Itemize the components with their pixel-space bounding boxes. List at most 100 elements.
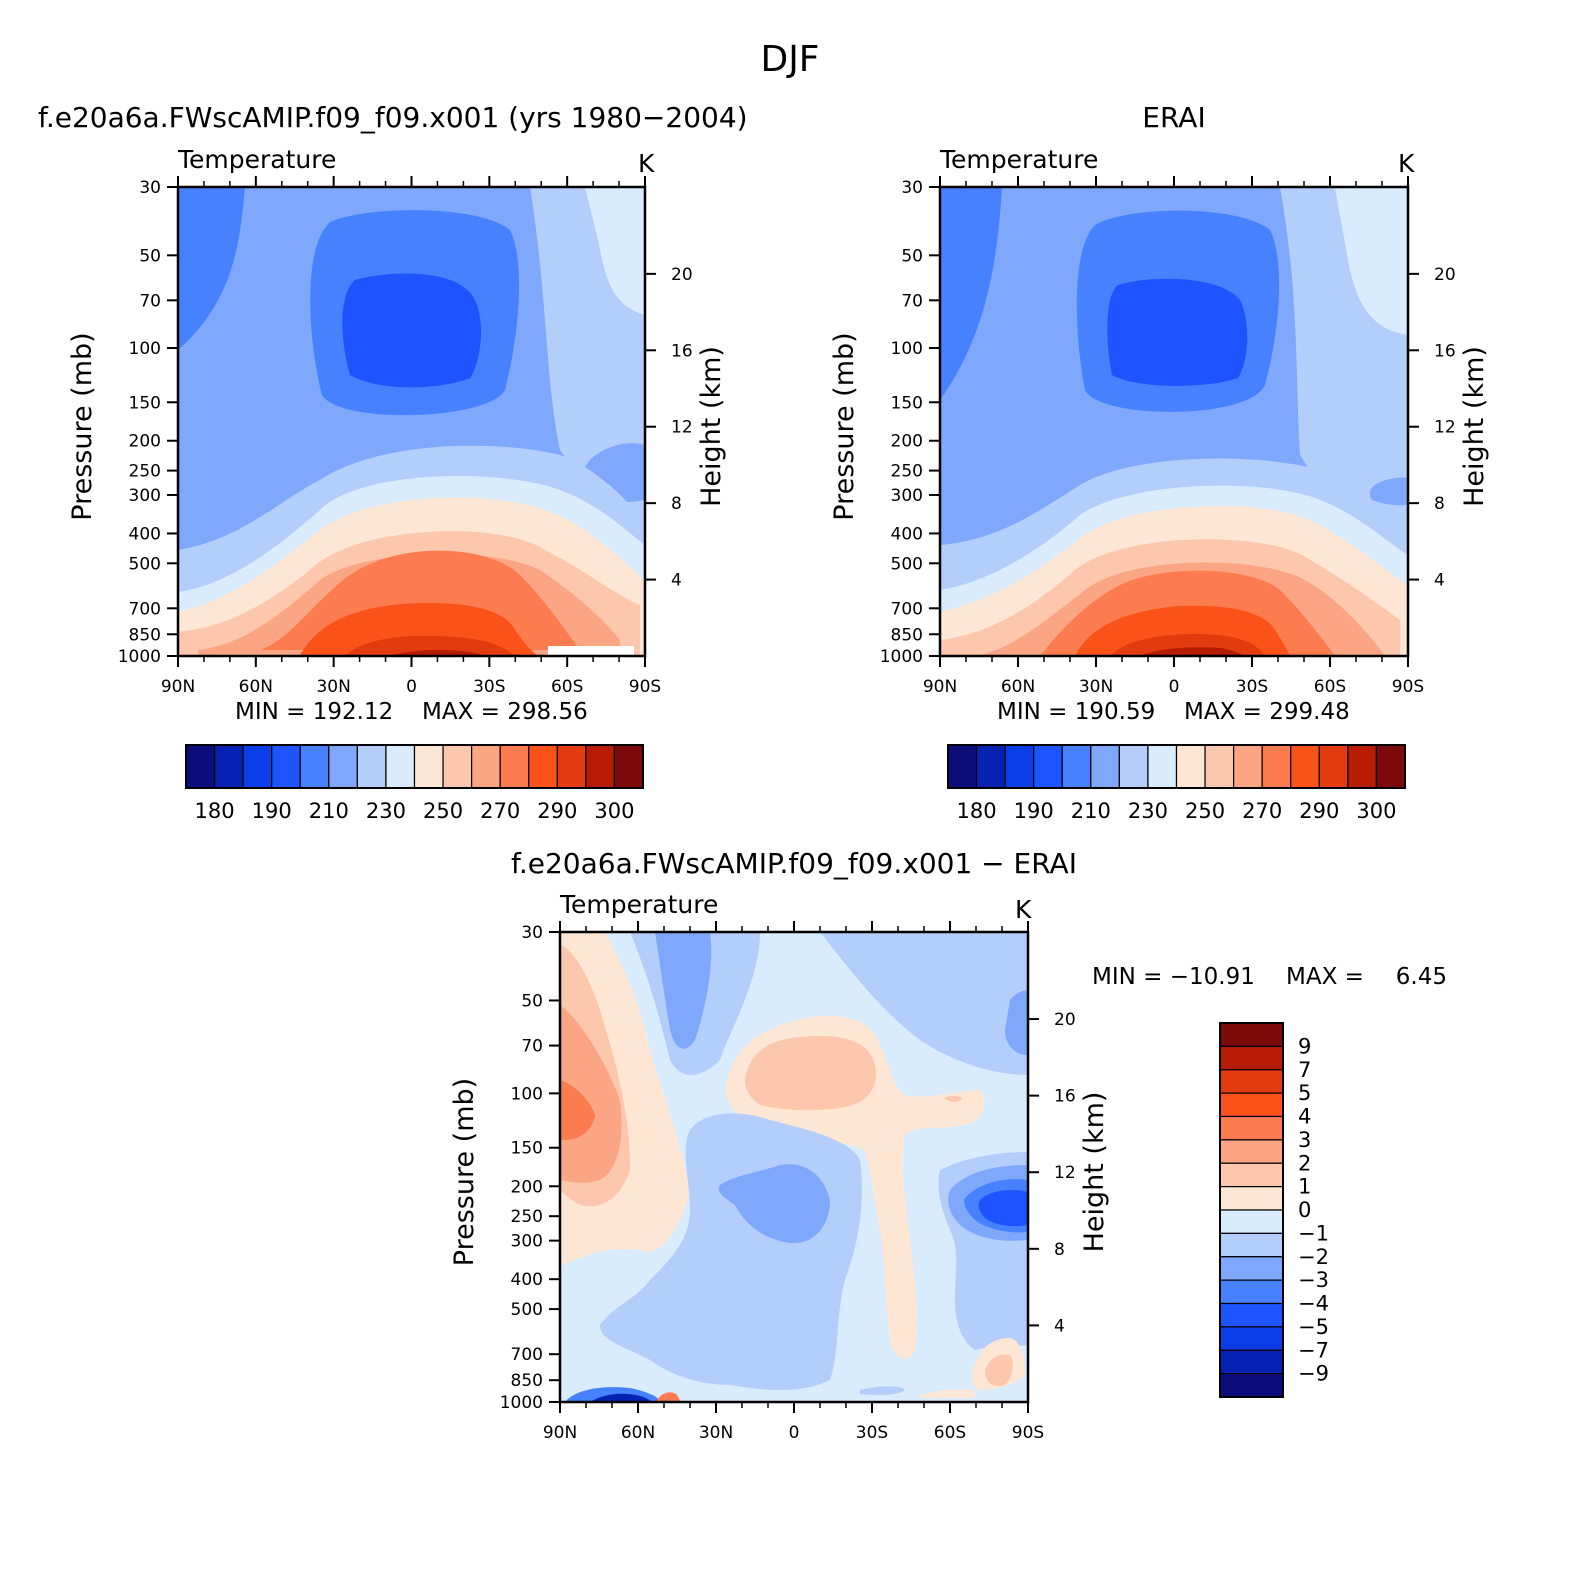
pressure-tick-label: 400 bbox=[891, 524, 923, 544]
y-axis-title-pressure: Pressure (mb) bbox=[829, 332, 860, 520]
panel-diff-max-label: MAX = bbox=[1286, 964, 1364, 990]
lat-tick-label: 60S bbox=[1314, 677, 1346, 697]
contour-region-isotherm-295 bbox=[345, 635, 515, 656]
colorbar-swatch bbox=[385, 744, 416, 789]
lat-tick-label: 60N bbox=[1001, 677, 1035, 697]
figure-title: DJF bbox=[760, 39, 819, 80]
lat-tick-label: 30N bbox=[316, 677, 350, 697]
colorbar-swatch bbox=[413, 744, 444, 789]
panel-diff-contours bbox=[560, 932, 1028, 1402]
lat-tick-label: 30S bbox=[1236, 677, 1268, 697]
colorbar-swatch bbox=[1219, 1022, 1284, 1047]
height-tick-label: 16 bbox=[1054, 1087, 1076, 1107]
pressure-tick-label: 500 bbox=[891, 554, 923, 574]
colorbar-swatch bbox=[1318, 744, 1349, 789]
panel-model-colorbar: 180 190 210 230 250 270 290 300 bbox=[185, 744, 644, 823]
colorbar-label: 4 bbox=[1298, 1105, 1311, 1129]
contour-region-south-strat-cool bbox=[820, 932, 1028, 1075]
contour-region-south-cool-deepest bbox=[978, 1190, 1028, 1227]
pressure-tick-label: 150 bbox=[891, 393, 923, 413]
colorbar-swatch bbox=[1147, 744, 1178, 789]
pressure-tick-label: 200 bbox=[129, 432, 161, 452]
contour-region-small-warm bbox=[944, 1095, 962, 1102]
colorbar-label: 7 bbox=[1298, 1058, 1311, 1082]
height-tick-label: 8 bbox=[671, 494, 682, 514]
colorbar-label: −5 bbox=[1298, 1315, 1329, 1339]
colorbar-label: 250 bbox=[423, 799, 463, 823]
height-tick-label: 4 bbox=[1054, 1316, 1065, 1336]
colorbar-swatch bbox=[1033, 744, 1063, 789]
colorbar-label: 290 bbox=[537, 799, 577, 823]
lat-tick-label: 90N bbox=[161, 677, 195, 697]
panel-model-contours bbox=[178, 187, 645, 656]
pressure-tick-label: 200 bbox=[891, 432, 923, 452]
colorbar-swatch bbox=[1375, 744, 1406, 789]
colorbar-swatch bbox=[1219, 1373, 1284, 1398]
pressure-tick-label: 1000 bbox=[500, 1393, 543, 1413]
panel-erai-units: K bbox=[1398, 149, 1415, 178]
colorbar-swatch bbox=[271, 744, 301, 789]
pressure-tick-label: 50 bbox=[139, 246, 161, 266]
panel-model-min-label: MIN = 192.12 bbox=[235, 699, 393, 725]
height-tick-label: 8 bbox=[1054, 1240, 1065, 1260]
colorbar-label: −2 bbox=[1298, 1245, 1329, 1269]
colorbar-swatch bbox=[975, 744, 1006, 789]
panel-diff-title: f.e20a6a.FWscAMIP.f09_f09.x001 − ERAI bbox=[511, 847, 1077, 880]
colorbar-label: 9 bbox=[1298, 1034, 1311, 1058]
contour-region-south-surface-warm-1 bbox=[985, 1354, 1013, 1387]
pressure-tick-label: 850 bbox=[891, 625, 923, 645]
colorbar-label: 300 bbox=[1356, 799, 1396, 823]
colorbar-swatch bbox=[585, 744, 616, 789]
colorbar-label: 3 bbox=[1298, 1128, 1311, 1152]
colorbar-frame bbox=[947, 744, 1406, 789]
contour-region-tropopause-coldest bbox=[342, 273, 482, 388]
lat-tick-label: 90S bbox=[1012, 1423, 1044, 1443]
pressure-tick-label: 100 bbox=[511, 1084, 543, 1104]
colorbar-frame bbox=[1219, 1022, 1284, 1398]
pressure-tick-label: 500 bbox=[511, 1300, 543, 1320]
colorbar-label: 230 bbox=[1128, 799, 1168, 823]
colorbar-swatch bbox=[1219, 1162, 1284, 1188]
colorbar-swatch bbox=[1219, 1069, 1284, 1094]
pressure-tick-label: 400 bbox=[129, 524, 161, 544]
y-axis-title-height: Height (km) bbox=[1079, 1092, 1110, 1253]
panel-model-max-label: MAX = 298.56 bbox=[422, 699, 588, 725]
colorbar-label: −1 bbox=[1298, 1221, 1329, 1245]
colorbar-label: −9 bbox=[1298, 1362, 1329, 1386]
contour-region-south-surface-warm-flat bbox=[920, 1389, 975, 1398]
height-tick-label: 4 bbox=[1434, 571, 1445, 591]
colorbar-label: 2 bbox=[1298, 1151, 1311, 1175]
contour-region-lighter-south-pole bbox=[1335, 187, 1408, 335]
colorbar-label: 5 bbox=[1298, 1081, 1311, 1105]
panel-erai-axes: 3050701001502002503004005007008501000481… bbox=[829, 176, 1490, 697]
pressure-tick-label: 100 bbox=[891, 339, 923, 359]
lat-tick-label: 60N bbox=[239, 677, 273, 697]
height-tick-label: 20 bbox=[1434, 265, 1456, 285]
panel-diff: f.e20a6a.FWscAMIP.f09_f09.x001 − ERAI Te… bbox=[449, 847, 1447, 1443]
colorbar-frame bbox=[185, 744, 644, 789]
height-tick-label: 12 bbox=[671, 418, 693, 438]
colorbar-swatch bbox=[1219, 1349, 1284, 1375]
pressure-tick-label: 70 bbox=[139, 291, 161, 311]
colorbar-label: 190 bbox=[1014, 799, 1054, 823]
colorbar-label: 190 bbox=[252, 799, 292, 823]
panel-model: f.e20a6a.FWscAMIP.f09_f09.x001 (yrs 1980… bbox=[38, 101, 748, 823]
colorbar-swatch bbox=[1290, 744, 1320, 789]
colorbar-swatch bbox=[1219, 1232, 1284, 1258]
colorbar-label: 300 bbox=[594, 799, 634, 823]
lat-tick-label: 0 bbox=[1169, 677, 1180, 697]
colorbar-label: −3 bbox=[1298, 1268, 1329, 1292]
colorbar-swatch bbox=[1219, 1115, 1284, 1141]
contour-region-surface-warm-spot bbox=[656, 1392, 680, 1402]
colorbar-label: 250 bbox=[1185, 799, 1225, 823]
contour-region-cold-north-pole bbox=[940, 187, 1002, 400]
panel-diff-field-label: Temperature bbox=[559, 890, 718, 919]
colorbar-label: −7 bbox=[1298, 1338, 1329, 1362]
height-tick-label: 16 bbox=[671, 341, 693, 361]
height-tick-label: 20 bbox=[1054, 1010, 1076, 1030]
pressure-tick-label: 150 bbox=[511, 1139, 543, 1159]
colorbar-swatch bbox=[1219, 1045, 1284, 1071]
pressure-tick-label: 300 bbox=[891, 486, 923, 506]
pressure-tick-label: 50 bbox=[521, 991, 543, 1011]
